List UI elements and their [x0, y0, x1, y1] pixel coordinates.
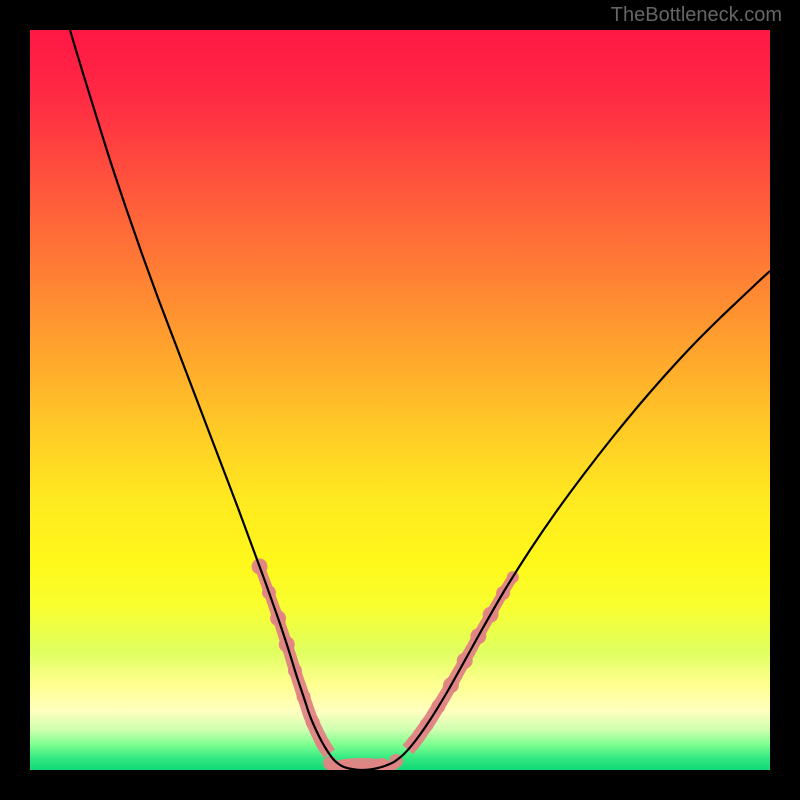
curve-layer: [30, 30, 770, 770]
watermark: TheBottleneck.com: [611, 4, 782, 27]
curve-left: [70, 30, 340, 765]
chart-frame: [30, 30, 770, 770]
marker-blob-group: [252, 559, 519, 770]
curve-right: [394, 271, 770, 762]
